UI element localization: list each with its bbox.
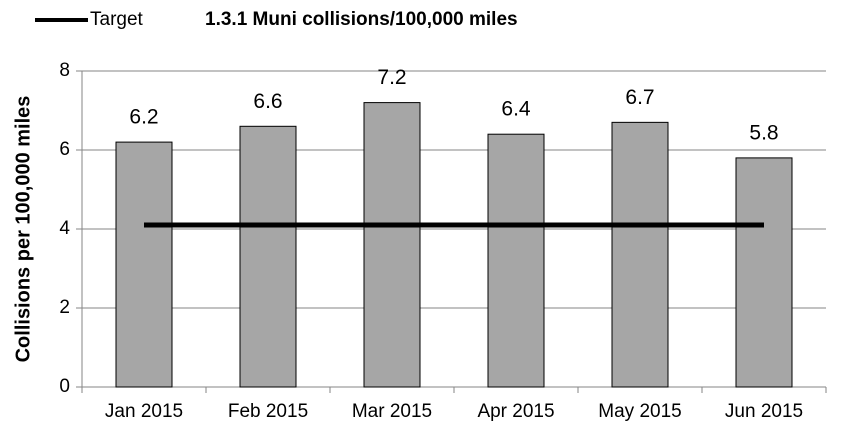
x-tick-label: Apr 2015 [477,401,554,422]
data-label: 6.4 [501,98,531,121]
x-tick-label: Feb 2015 [228,401,308,422]
data-label: 6.6 [253,90,282,113]
data-label: 6.2 [129,106,158,129]
x-tick-label: Jan 2015 [105,401,183,422]
data-label: 6.7 [625,86,654,109]
y-axis-label: Collisions per 100,000 miles [12,96,34,363]
bar [239,125,297,388]
data-label: 5.8 [749,121,778,144]
y-tick-label: 2 [59,297,70,318]
bar [115,141,173,388]
x-tick-label: Jun 2015 [725,401,803,422]
bar [487,133,545,388]
bar [611,121,669,388]
x-tick-label: May 2015 [598,401,681,422]
y-tick-label: 8 [59,60,70,81]
x-tick-label: Mar 2015 [352,401,432,422]
data-label: 7.2 [377,66,406,89]
y-tick-label: 6 [59,139,70,160]
bar [735,157,793,388]
legend-label: Target [90,9,144,30]
y-tick-label: 0 [59,376,70,397]
bar [363,102,421,388]
y-tick-label: 4 [59,218,70,239]
chart-title: 1.3.1 Muni collisions/100,000 miles [205,9,518,30]
